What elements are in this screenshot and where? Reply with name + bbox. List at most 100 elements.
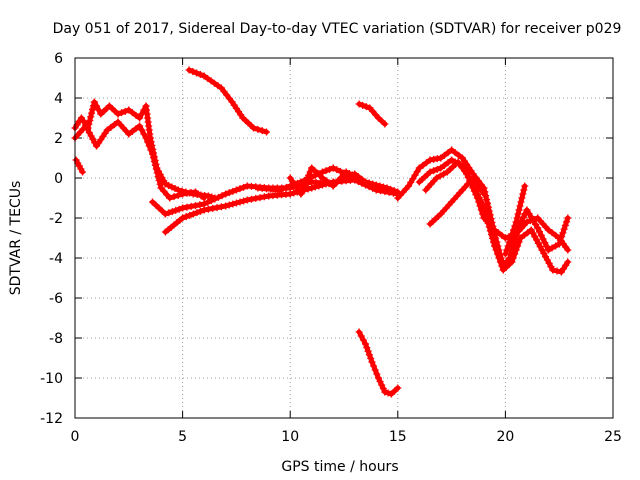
data-point-marker — [209, 204, 217, 212]
data-point-marker — [322, 167, 330, 175]
data-point-marker — [229, 200, 237, 208]
data-point-marker — [491, 242, 499, 250]
data-point-marker — [95, 106, 103, 114]
data-point-marker — [200, 206, 208, 214]
data-point-marker — [236, 198, 244, 206]
data-point-marker — [479, 210, 487, 218]
data-point-marker — [218, 192, 226, 200]
data-point-marker — [125, 130, 133, 138]
data-point-marker — [110, 121, 118, 129]
data-point-marker — [229, 187, 237, 195]
data-point-marker — [559, 229, 567, 237]
data-point-marker — [175, 205, 183, 213]
data-point-marker — [552, 231, 560, 239]
data-point-marker — [379, 185, 387, 193]
data-point-marker — [374, 114, 382, 122]
data-point-marker — [355, 328, 363, 336]
data-point-marker — [225, 189, 233, 197]
data-point-marker — [254, 125, 262, 133]
data-point-marker — [318, 181, 326, 189]
data-point-marker — [170, 193, 178, 201]
data-point-marker — [508, 230, 516, 238]
data-point-marker — [430, 167, 438, 175]
data-point-marker — [236, 185, 244, 193]
y-tick-label: -6 — [49, 291, 63, 307]
data-point-marker — [504, 242, 512, 250]
data-point-marker — [473, 194, 481, 202]
data-point-marker — [149, 154, 157, 162]
data-point-marker — [564, 246, 572, 254]
data-point-marker — [553, 267, 561, 275]
data-point-marker — [436, 172, 444, 180]
data-point-marker — [426, 156, 434, 164]
data-point-marker — [182, 213, 190, 221]
data-point-marker — [376, 378, 384, 385]
data-point-marker — [520, 231, 528, 239]
data-point-marker — [433, 174, 441, 182]
data-point-marker — [384, 389, 392, 397]
data-point-marker — [383, 186, 391, 194]
data-point-marker — [204, 192, 212, 200]
data-point-marker — [564, 258, 572, 266]
data-point-marker — [148, 198, 156, 206]
data-point-marker — [448, 146, 456, 154]
data-point-marker — [508, 258, 516, 266]
data-point-marker — [537, 231, 545, 239]
data-point-marker — [148, 150, 156, 158]
data-point-marker — [440, 170, 448, 178]
plot-frame — [74, 57, 614, 419]
series-early-band-lower — [71, 118, 208, 202]
data-point-marker — [165, 182, 173, 189]
series-evening-3 — [422, 158, 572, 254]
x-tick-label: 10 — [281, 429, 299, 445]
series-early-band — [71, 98, 219, 202]
data-point-marker — [187, 202, 195, 210]
data-point-marker — [166, 194, 174, 202]
y-tick-label: -8 — [49, 331, 63, 347]
data-point-marker — [517, 198, 525, 206]
data-point-marker — [240, 197, 248, 205]
data-point-marker — [200, 194, 208, 202]
data-point-marker — [247, 195, 255, 203]
data-point-marker — [519, 190, 527, 198]
data-point-marker — [342, 168, 350, 176]
data-point-marker — [128, 127, 136, 135]
data-point-marker — [405, 182, 413, 190]
data-point-marker — [171, 185, 179, 192]
data-point-marker — [511, 250, 519, 258]
data-point-marker — [193, 209, 201, 217]
data-point-marker — [387, 390, 395, 398]
data-point-marker — [511, 222, 519, 230]
data-point-marker — [544, 246, 552, 254]
data-point-marker — [144, 138, 152, 146]
data-point-marker — [355, 174, 363, 182]
data-point-marker — [357, 332, 365, 340]
data-point-marker — [426, 168, 434, 176]
data-point-marker — [107, 123, 115, 131]
y-tick-label: -4 — [49, 251, 63, 267]
data-point-marker — [114, 110, 122, 118]
data-point-marker — [306, 168, 314, 176]
data-point-marker — [86, 117, 94, 125]
data-point-marker — [496, 258, 504, 266]
data-point-marker — [470, 187, 478, 195]
data-point-marker — [311, 183, 319, 191]
data-point-marker — [371, 366, 379, 374]
data-point-marker — [523, 218, 531, 226]
data-point-marker — [150, 158, 158, 166]
data-point-marker — [352, 173, 360, 180]
data-point-marker — [498, 231, 506, 239]
data-point-marker — [186, 211, 194, 219]
data-point-marker — [363, 344, 371, 352]
data-point-marker — [179, 204, 187, 212]
data-point-marker — [183, 189, 191, 197]
data-point-marker — [154, 173, 162, 181]
data-point-marker — [561, 221, 569, 229]
data-point-marker — [509, 226, 517, 234]
data-point-marker — [487, 231, 495, 239]
data-point-marker — [283, 183, 291, 191]
data-point-marker — [222, 202, 230, 210]
data-point-marker — [378, 117, 386, 125]
data-point-marker — [433, 155, 441, 163]
data-point-marker — [300, 183, 308, 191]
